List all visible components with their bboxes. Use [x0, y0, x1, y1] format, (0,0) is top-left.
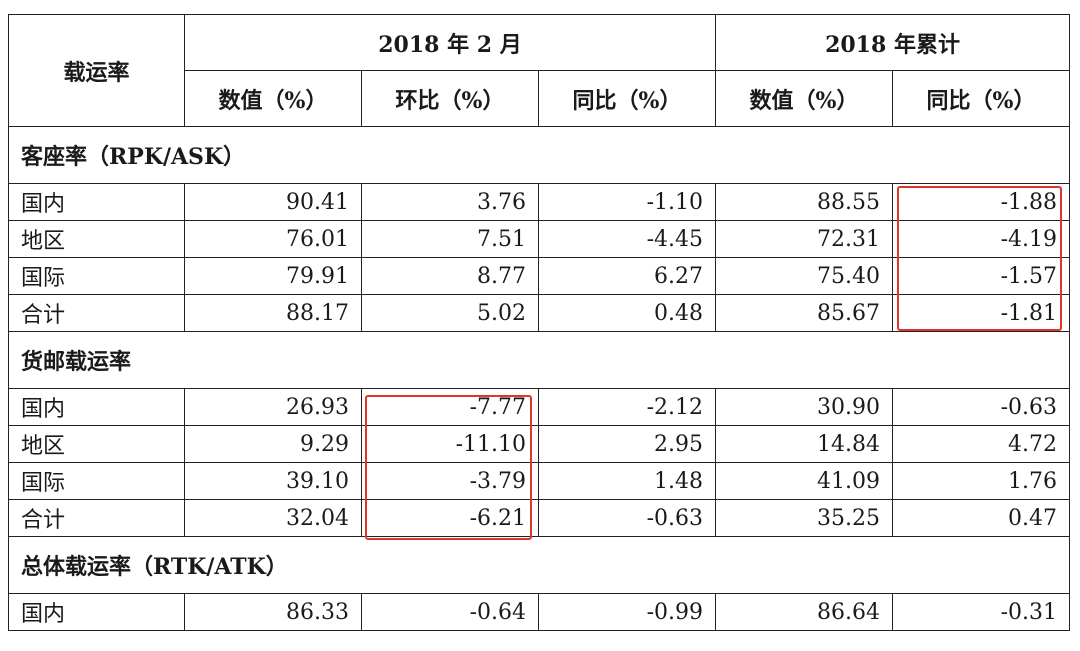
cell-value: 88.17 — [184, 294, 362, 332]
cell-mom: -7.77 — [361, 388, 539, 426]
cell-cum-yoy: -4.19 — [891, 220, 1071, 258]
section-title: 货邮载运率 — [7, 331, 1071, 389]
table-row: 地区 76.01 7.51 -4.45 72.31 -4.19 — [8, 220, 1071, 258]
cell-cum-yoy: -1.57 — [891, 257, 1071, 295]
cell-value: 26.93 — [184, 388, 362, 426]
col-header-yoy: 同比（%） — [538, 70, 716, 127]
table-row: 地区 9.29 -11.10 2.95 14.84 4.72 — [8, 425, 1071, 463]
cell-cum-value: 75.40 — [715, 257, 893, 295]
cell-cum-yoy: 1.76 — [891, 462, 1071, 500]
corner-header: 载运率 — [8, 14, 185, 127]
group-header-feb: 2018 年 2 月 — [184, 14, 716, 71]
cell-cum-value: 72.31 — [715, 220, 893, 258]
cell-cum-value: 35.25 — [715, 499, 893, 537]
table-row: 合计 32.04 -6.21 -0.63 35.25 0.47 — [8, 499, 1071, 537]
cell-value: 86.33 — [184, 593, 362, 631]
cell-value: 39.10 — [184, 462, 362, 500]
row-label: 国际 — [8, 462, 185, 500]
row-label: 国内 — [8, 388, 185, 426]
row-label: 国际 — [8, 257, 185, 295]
cell-cum-value: 41.09 — [715, 462, 893, 500]
cell-cum-value: 86.64 — [715, 593, 893, 631]
section-title: 总体载运率（RTK/ATK） — [7, 536, 1071, 594]
row-label: 地区 — [8, 425, 185, 463]
cell-cum-yoy: -1.88 — [891, 183, 1071, 221]
load-factor-table-container: 载运率 2018 年 2 月 2018 年累计 数值（%） 环比（%） 同比（%… — [7, 14, 1071, 631]
cell-yoy: 0.48 — [538, 294, 716, 332]
cell-cum-value: 88.55 — [715, 183, 893, 221]
cell-yoy: -2.12 — [538, 388, 716, 426]
cell-yoy: 6.27 — [538, 257, 716, 295]
cell-yoy: -0.99 — [538, 593, 716, 631]
table-row: 国际 79.91 8.77 6.27 75.40 -1.57 — [8, 257, 1071, 295]
cell-cum-yoy: -0.63 — [891, 388, 1071, 426]
cell-mom: 7.51 — [361, 220, 539, 258]
section-row: 总体载运率（RTK/ATK） — [7, 536, 1071, 594]
cell-yoy: 2.95 — [538, 425, 716, 463]
cell-value: 76.01 — [184, 220, 362, 258]
row-label: 国内 — [8, 183, 185, 221]
row-label: 地区 — [8, 220, 185, 258]
table-body: 客座率（RPK/ASK） 国内 90.41 3.76 -1.10 88.55 -1.88 地区… — [7, 126, 1071, 631]
table-row: 国内 26.93 -7.77 -2.12 30.90 -0.63 — [8, 388, 1071, 426]
cell-cum-yoy: -1.81 — [891, 294, 1071, 332]
col-header-mom: 环比（%） — [361, 70, 539, 127]
row-label: 合计 — [8, 499, 185, 537]
table-row: 国内 86.33 -0.64 -0.99 86.64 -0.31 — [8, 593, 1071, 631]
cell-mom: -3.79 — [361, 462, 539, 500]
cell-value: 32.04 — [184, 499, 362, 537]
cell-yoy: -1.10 — [538, 183, 716, 221]
cell-mom: 3.76 — [361, 183, 539, 221]
load-factor-table: 载运率 2018 年 2 月 2018 年累计 数值（%） 环比（%） 同比（%… — [7, 14, 1071, 631]
cell-cum-yoy: 4.72 — [891, 425, 1071, 463]
cell-value: 90.41 — [184, 183, 362, 221]
cell-cum-yoy: 0.47 — [891, 499, 1071, 537]
cell-cum-value: 14.84 — [715, 425, 893, 463]
group-header-cumulative: 2018 年累计 — [714, 14, 1071, 71]
cell-cum-value: 85.67 — [715, 294, 893, 332]
section-title: 客座率（RPK/ASK） — [7, 126, 1071, 184]
table-row: 合计 88.17 5.02 0.48 85.67 -1.81 — [8, 294, 1071, 332]
cell-cum-yoy: -0.31 — [891, 593, 1071, 631]
col-header-value: 数值（%） — [184, 70, 362, 127]
table-row: 国际 39.10 -3.79 1.48 41.09 1.76 — [8, 462, 1071, 500]
cell-value: 79.91 — [184, 257, 362, 295]
cell-value: 9.29 — [184, 425, 362, 463]
cell-mom: 5.02 — [361, 294, 539, 332]
header-row-1: 载运率 2018 年 2 月 2018 年累计 — [8, 14, 1071, 127]
cell-mom: -0.64 — [361, 593, 539, 631]
cell-mom: 8.77 — [361, 257, 539, 295]
row-label: 国内 — [8, 593, 185, 631]
col-header-cum-yoy: 同比（%） — [891, 70, 1071, 127]
cell-mom: -6.21 — [361, 499, 539, 537]
section-row: 客座率（RPK/ASK） — [7, 126, 1071, 184]
col-header-cum-value: 数值（%） — [715, 70, 893, 127]
cell-yoy: -0.63 — [538, 499, 716, 537]
table-row: 国内 90.41 3.76 -1.10 88.55 -1.88 — [8, 183, 1071, 221]
cell-mom: -11.10 — [361, 425, 539, 463]
section-row: 货邮载运率 — [7, 331, 1071, 389]
row-label: 合计 — [8, 294, 185, 332]
cell-yoy: 1.48 — [538, 462, 716, 500]
cell-cum-value: 30.90 — [715, 388, 893, 426]
cell-yoy: -4.45 — [538, 220, 716, 258]
